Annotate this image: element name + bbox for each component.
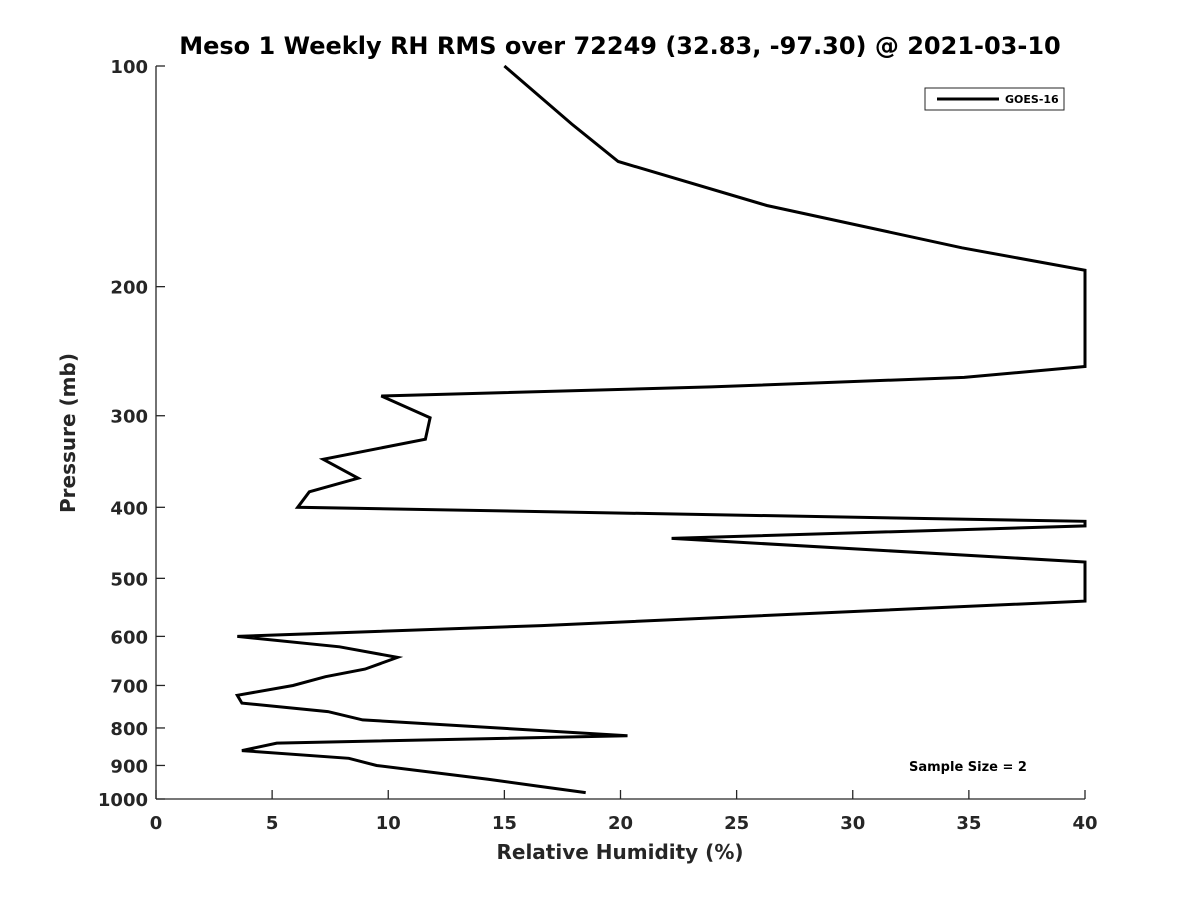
y-axis-label: Pressure (mb) xyxy=(56,353,80,513)
plot-area xyxy=(155,66,1085,800)
x-tick-label: 30 xyxy=(840,813,865,834)
y-tick-label: 200 xyxy=(110,278,148,299)
y-tick-label: 1000 xyxy=(98,790,148,811)
x-axis-label: Relative Humidity (%) xyxy=(496,840,743,864)
y-tick-label: 600 xyxy=(110,627,148,648)
y-tick-label: 800 xyxy=(110,719,148,740)
sample-size-annotation: Sample Size = 2 xyxy=(909,760,1027,775)
x-tick-label: 20 xyxy=(608,813,633,834)
series-line-goes16 xyxy=(234,64,1087,795)
x-tick-label: 25 xyxy=(724,813,749,834)
y-tick-label: 400 xyxy=(110,498,148,519)
y-tick-label: 900 xyxy=(110,756,148,777)
x-tick-label: 40 xyxy=(1072,813,1097,834)
y-tick-label: 500 xyxy=(110,569,148,590)
y-tick-label: 100 xyxy=(110,57,148,78)
y-tick-label: 700 xyxy=(110,676,148,697)
series-layer xyxy=(234,64,1087,795)
legend-label-goes16: GOES-16 xyxy=(1005,93,1059,106)
x-tick-label: 5 xyxy=(266,813,279,834)
x-tick-label: 35 xyxy=(956,813,981,834)
legend: GOES-16 xyxy=(924,87,1065,111)
chart-title: Meso 1 Weekly RH RMS over 72249 (32.83, … xyxy=(179,32,1061,60)
x-ticks: 0 5 10 15 20 25 30 35 40 xyxy=(150,790,1098,834)
y-tick-label: 300 xyxy=(110,407,148,428)
x-tick-label: 0 xyxy=(150,813,163,834)
y-ticks: 100 200 300 400 500 600 700 800 900 1000 xyxy=(98,57,165,811)
x-tick-label: 10 xyxy=(376,813,401,834)
x-tick-label: 15 xyxy=(492,813,517,834)
